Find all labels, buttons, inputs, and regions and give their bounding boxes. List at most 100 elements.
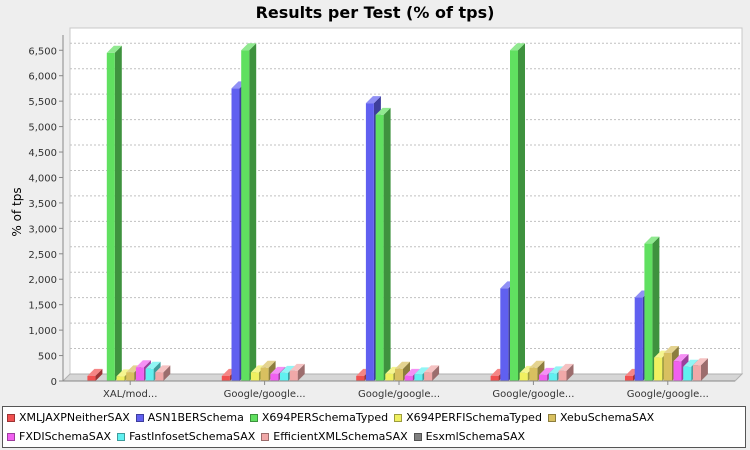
bar-top [539, 367, 555, 375]
bar-top [135, 360, 151, 368]
y-tick-label: 6,000 [28, 72, 57, 83]
x-tick-label: XAL/mod... [103, 389, 157, 400]
bar-front [539, 374, 548, 381]
legend-label: XebuSchemaSAX [559, 411, 655, 424]
bar-top [644, 236, 660, 244]
y-tick-label: 3,000 [28, 224, 57, 235]
legend-item: XebuSchemaSAX [547, 408, 655, 427]
legend-item: X694PERFISchemaTyped [394, 408, 542, 427]
bar-front [356, 375, 365, 381]
bar [424, 365, 440, 381]
legend-swatch [7, 432, 15, 441]
bar-front [145, 368, 154, 381]
bar-front [375, 114, 384, 382]
bar-side [114, 45, 122, 381]
bar-top [375, 107, 391, 115]
bar-front [241, 50, 250, 381]
bar [692, 358, 708, 381]
bar-front [126, 372, 135, 381]
legend-item: FXDISchemaSAX [7, 427, 111, 446]
bar-front [404, 375, 413, 381]
legend-item: EsxmlSchemaSAX [413, 427, 525, 446]
bar-top [289, 363, 305, 371]
bar-front [548, 373, 557, 381]
legend-label: FastInfosetSchemaSAX [129, 430, 256, 443]
bar-side [566, 363, 574, 381]
bar [106, 45, 122, 381]
legend-swatch [7, 413, 15, 422]
bar-side [383, 107, 391, 382]
legend-label: FXDISchemaSAX [19, 430, 112, 443]
bar [375, 107, 391, 382]
bar-front [414, 374, 423, 381]
legend-swatch [413, 432, 422, 441]
bar-top [673, 354, 689, 362]
legend-label: ASN1BERSchema [147, 411, 244, 424]
y-tick-label: 6,500 [28, 46, 57, 57]
bar-front [116, 376, 125, 381]
bar-top [106, 45, 122, 53]
bar-top [558, 363, 574, 371]
bar-top [548, 366, 564, 374]
bar-top [692, 358, 708, 366]
bar-top [270, 366, 286, 374]
bar-top [510, 43, 525, 51]
y-tick-label: 5,000 [28, 123, 57, 134]
bar-front [490, 375, 499, 381]
legend-label: X694PERFISchemaTyped [406, 411, 542, 424]
chart-title: Results per Test (% of tps) [256, 3, 495, 22]
legend-item: X694PERSchemaTyped [249, 408, 388, 427]
bar-top [155, 365, 171, 373]
bar-front [529, 367, 538, 381]
bar-front [644, 243, 653, 381]
legend-item: EfficientXMLSchemaSAX [261, 427, 408, 446]
bar-front [385, 373, 394, 381]
bar-front [500, 288, 509, 381]
bar-top [529, 360, 545, 368]
legend-swatch [135, 413, 144, 422]
bar-side [432, 365, 440, 381]
bar-front [221, 375, 230, 381]
plot-area: 0 500 1,000 1,500 2,000 2,500 3,000 3,500 4,000 4… [28, 27, 744, 400]
bar-front [510, 50, 518, 381]
bar-front [87, 375, 96, 381]
x-tick-label: Google/google... [627, 389, 709, 400]
bar-front [280, 372, 288, 381]
bar-top [404, 368, 420, 376]
bar-front [365, 103, 374, 382]
bar-top [241, 43, 257, 51]
bar [241, 43, 257, 381]
bar [87, 368, 103, 381]
bar-front [155, 372, 164, 381]
bar-front [135, 367, 144, 381]
x-tick-label: Google/google... [358, 389, 440, 400]
bar [644, 236, 660, 381]
y-tick-label: 5,500 [28, 97, 57, 108]
bar-front [663, 353, 672, 381]
bar-top [424, 365, 440, 373]
y-tick-label: 4,000 [28, 173, 57, 184]
bar [558, 363, 574, 381]
legend: XMLJAXPNeitherSAX ASN1BERSchema X694PERSch… [2, 406, 746, 448]
bar-front [673, 361, 682, 381]
bar-side [700, 358, 708, 381]
legend-item: ASN1BERSchema [135, 408, 244, 427]
bar-top [87, 368, 103, 376]
y-tick-label: 1,500 [28, 301, 57, 312]
bar-front [106, 52, 115, 381]
bar-top [365, 96, 381, 104]
bar-front [231, 88, 240, 382]
bar-front [654, 357, 663, 381]
bar-top [395, 361, 410, 369]
bar-top [260, 360, 276, 368]
bar-side [249, 43, 257, 381]
legend-item: FastInfosetSchemaSAX [117, 427, 255, 446]
bar-top [145, 361, 161, 369]
y-tick-label: 2,500 [28, 250, 57, 261]
bar-front [289, 370, 298, 381]
bar-front [683, 366, 692, 381]
bar-side [518, 43, 525, 381]
legend-item: XMLJAXPNeitherSAX [7, 408, 130, 427]
legend-swatch [249, 413, 258, 422]
x-tick-label: Google/google... [492, 389, 574, 400]
